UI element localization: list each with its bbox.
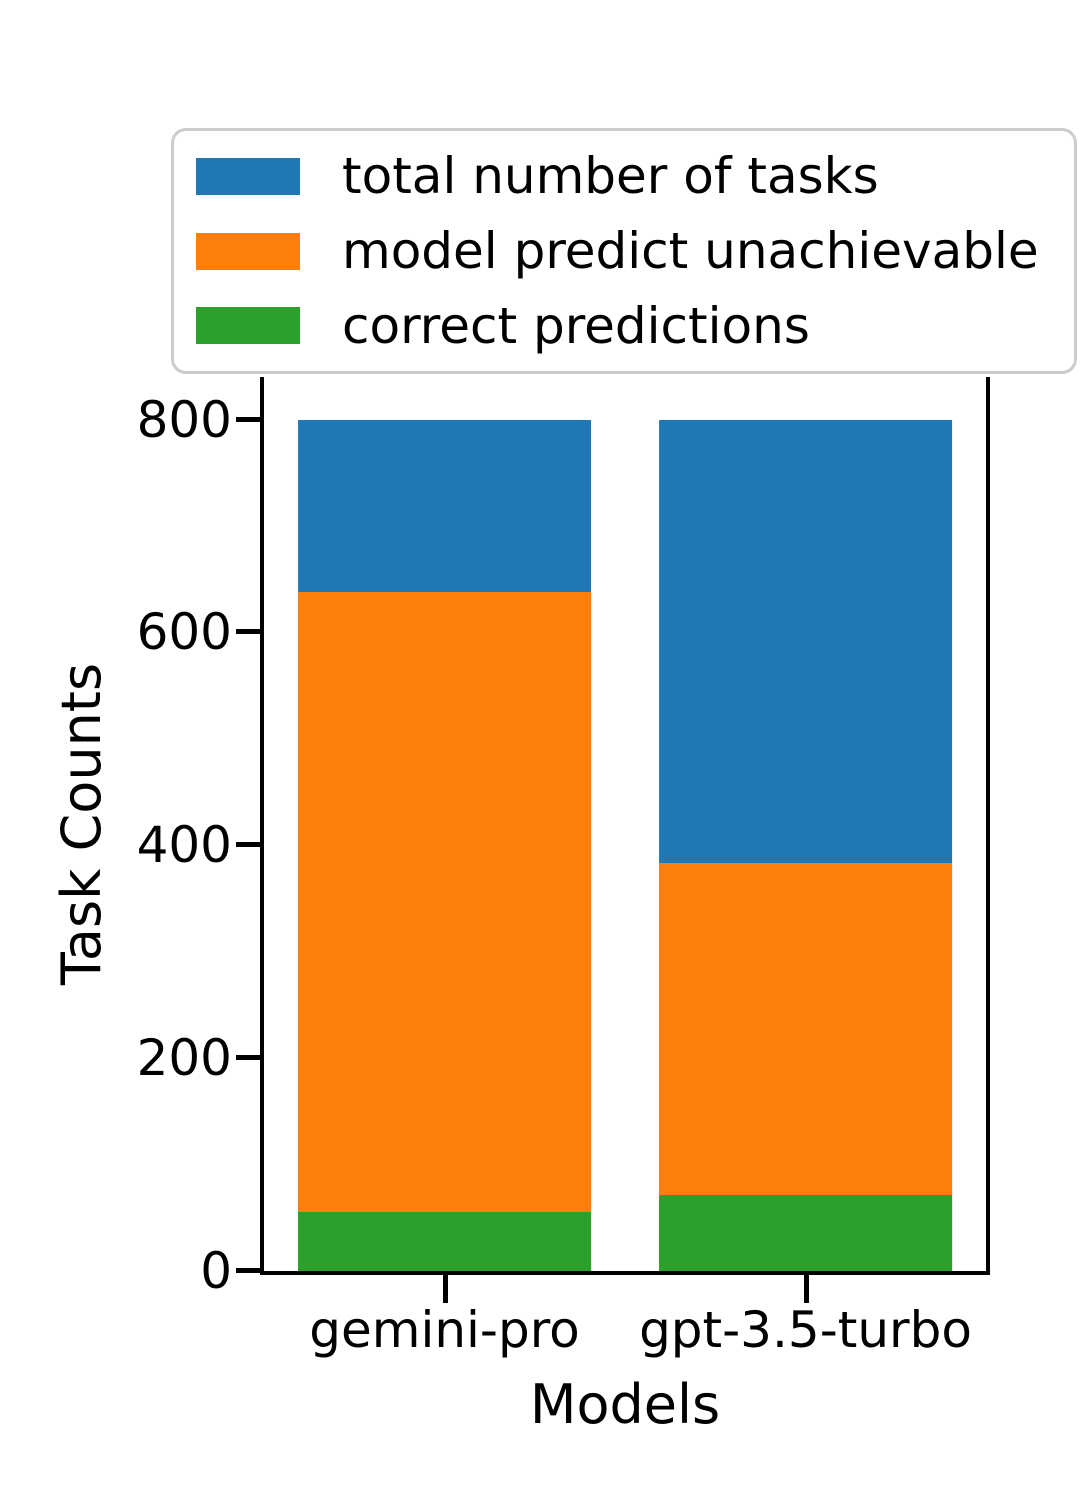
legend-item-2: correct predictions [196, 288, 1064, 363]
y-tick-label-0: 0 [200, 1242, 232, 1300]
x-tick-mark-gemini-pro [442, 1275, 448, 1303]
legend-label: correct predictions [342, 296, 810, 355]
bar-gpt-3.5-turbo-series-2 [658, 1195, 953, 1271]
y-tick-mark-600 [236, 629, 260, 635]
y-tick-label-200: 200 [136, 1029, 232, 1088]
y-tick-label-800: 800 [136, 390, 232, 449]
y-tick-mark-0 [236, 1268, 260, 1273]
bar-gemini-pro-series-2 [297, 1212, 592, 1271]
x-tick-label-gemini-pro: gemini-pro [309, 1301, 580, 1359]
legend: total number of tasks model predict unach… [171, 128, 1077, 374]
legend-label: total number of tasks [342, 147, 879, 206]
legend-swatch-icon [196, 232, 300, 270]
x-tick-label-gpt-3.5-turbo: gpt-3.5-turbo [639, 1301, 972, 1359]
y-tick-mark-400 [236, 842, 260, 848]
legend-swatch-icon [196, 307, 300, 345]
plot-area [236, 377, 990, 1303]
y-tick-mark-800 [236, 416, 260, 422]
y-tick-label-600: 600 [136, 603, 232, 662]
legend-swatch-icon [196, 157, 300, 195]
y-tick-mark-200 [236, 1055, 260, 1061]
legend-item-0: total number of tasks [196, 139, 1064, 214]
legend-label: model predict unachievable [342, 222, 1039, 280]
x-tick-mark-gpt-3.5-turbo [803, 1275, 809, 1303]
y-tick-label-400: 400 [136, 816, 232, 875]
bar-gemini-pro-series-1 [297, 592, 592, 1271]
x-axis-label: Models [529, 1373, 721, 1436]
legend-item-1: model predict unachievable [196, 214, 1064, 289]
